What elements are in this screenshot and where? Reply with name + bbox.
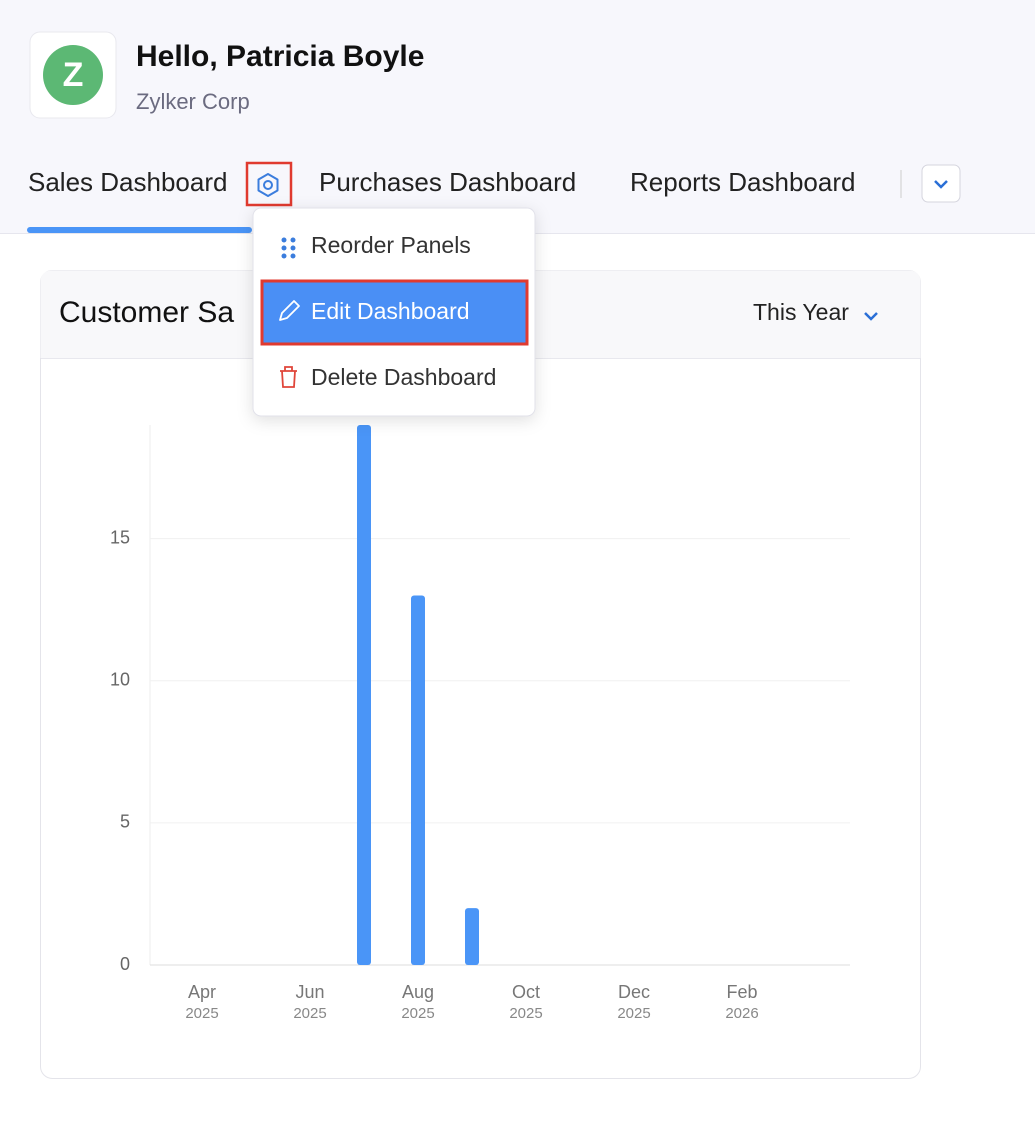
header-bg [0,0,1035,233]
x-tick-label: Jun [295,982,324,1002]
delete-icon [280,366,297,388]
x-tick-label: Feb [726,982,757,1002]
greeting: Hello, Patricia Boyle [136,40,424,73]
period-select[interactable]: This Year [753,299,849,325]
x-tick-label: Oct [512,982,540,1002]
x-tick-label: Aug [402,982,434,1002]
y-tick-label: 15 [110,527,130,547]
y-tick-label: 0 [120,954,130,974]
x-tick-label: Apr [188,982,216,1002]
x-tick-sublabel: 2025 [185,1005,218,1022]
x-tick-sublabel: 2025 [509,1005,542,1022]
edit-icon [279,300,300,321]
menu-item-highlight [260,279,529,346]
bar [411,595,425,965]
x-tick-sublabel: 2025 [617,1005,650,1022]
bar [357,425,371,965]
panel-title: Customer Sa [59,296,234,329]
more-tabs-button[interactable] [921,164,961,203]
x-tick-label: Dec [618,982,650,1002]
chart: 0 5 10 15 Apr 2025 Jun 2025 Aug 2025 Oct 2025 Dec 202… [110,425,850,1022]
org-name: Zylker Corp [136,89,250,114]
settings-icon[interactable] [257,173,279,197]
active-tab-indicator [27,227,252,233]
menu-item[interactable]: Delete Dashboard [311,364,496,390]
reorder-icon [281,237,296,259]
logo-letter: Z [63,56,84,94]
chevron [934,180,948,189]
tab[interactable]: Sales Dashboard [28,167,227,197]
menu-item[interactable]: Edit Dashboard [311,298,470,324]
x-tick-sublabel: 2025 [293,1005,326,1022]
logo-circle [43,45,103,105]
y-tick-label: 5 [120,812,130,832]
settings-highlight [245,161,293,207]
chevron [864,312,878,321]
x-tick-sublabel: 2026 [725,1005,758,1022]
tab[interactable]: Purchases Dashboard [319,167,576,197]
tab[interactable]: Reports Dashboard [630,167,855,197]
y-tick-label: 10 [110,670,130,690]
bar [465,908,479,965]
x-tick-sublabel: 2025 [401,1005,434,1022]
menu-item[interactable]: Reorder Panels [311,232,471,258]
